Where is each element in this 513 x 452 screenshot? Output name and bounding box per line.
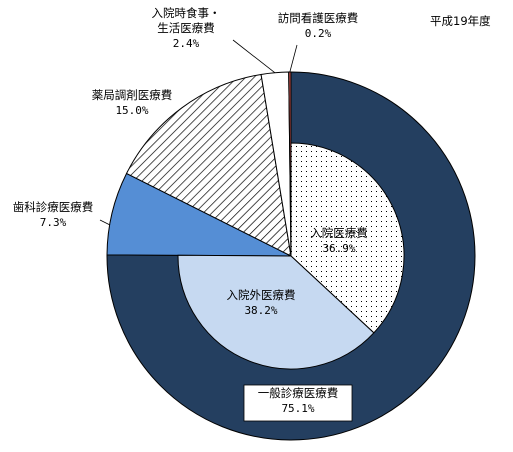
leader-outer-1 — [99, 219, 111, 226]
outer-slice-0 — [106, 71, 476, 441]
inner-slice-1 — [177, 254, 375, 370]
label-outer-1: 歯科診療医療費 7.3% — [13, 200, 94, 229]
label-outer-3: 入院時食事・生活医療費 2.4% — [152, 6, 221, 50]
svg-text:歯科診療医療費: 歯科診療医療費 — [13, 200, 94, 214]
svg-text:一般診療医療費: 一般診療医療費 — [258, 386, 339, 400]
svg-text:15.0%: 15.0% — [115, 104, 148, 117]
label-outer-4: 訪問看護医療費 0.2% — [278, 11, 359, 40]
svg-text:36.9%: 36.9% — [322, 242, 355, 255]
chart-subtitle: 平成19年度 — [430, 14, 491, 28]
slice-labels: 一般診療医療費 75.1% 歯科診療医療費 7.3% 薬局調剤医療費 15.0% 入院時食事… — [13, 6, 368, 422]
leader-lines — [99, 39, 298, 226]
svg-text:入院外医療費: 入院外医療費 — [227, 288, 296, 302]
svg-text:2.4%: 2.4% — [173, 37, 200, 50]
label-outer-2: 薬局調剤医療費 15.0% — [92, 88, 173, 117]
svg-text:薬局調剤医療費: 薬局調剤医療費 — [92, 88, 173, 102]
label-inner-0: 入院医療費 36.9% — [310, 226, 368, 255]
outer-ring — [106, 71, 476, 441]
svg-text:入院時食事・: 入院時食事・ — [152, 6, 221, 20]
label-inner-1: 入院外医療費 38.2% — [227, 288, 296, 317]
outer-slice-2 — [125, 73, 292, 257]
svg-text:入院医療費: 入院医療費 — [310, 226, 368, 240]
svg-text:生活医療費: 生活医療費 — [157, 21, 215, 35]
svg-text:38.2%: 38.2% — [244, 304, 277, 317]
label-outer-0: 一般診療医療費 75.1% — [243, 384, 353, 422]
leader-outer-3 — [232, 39, 276, 74]
svg-text:7.3%: 7.3% — [40, 216, 67, 229]
leader-outer-4 — [289, 44, 298, 73]
inner-slice-0 — [290, 142, 405, 334]
svg-text:訪問看護医療費: 訪問看護医療費 — [278, 11, 359, 25]
inner-pie — [177, 142, 405, 370]
svg-text:75.1%: 75.1% — [281, 402, 314, 415]
svg-text:0.2%: 0.2% — [305, 27, 332, 40]
